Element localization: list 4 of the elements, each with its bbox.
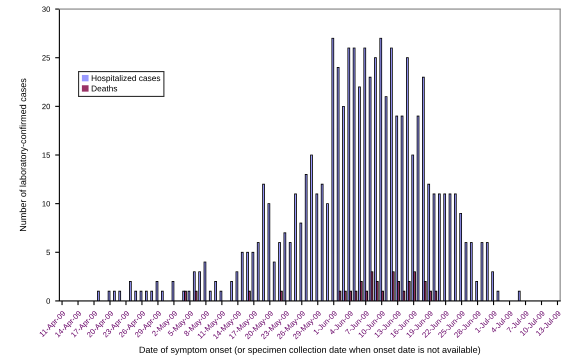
x-axis-title: Date of symptom onset (or specimen collection date when onset date is not available) — [140, 346, 480, 355]
y-axis-title: Number of laboratory-confirmed cases — [20, 78, 28, 232]
legend-label: Deaths — [92, 85, 118, 92]
legend-label: Hospitalized cases — [92, 74, 160, 83]
